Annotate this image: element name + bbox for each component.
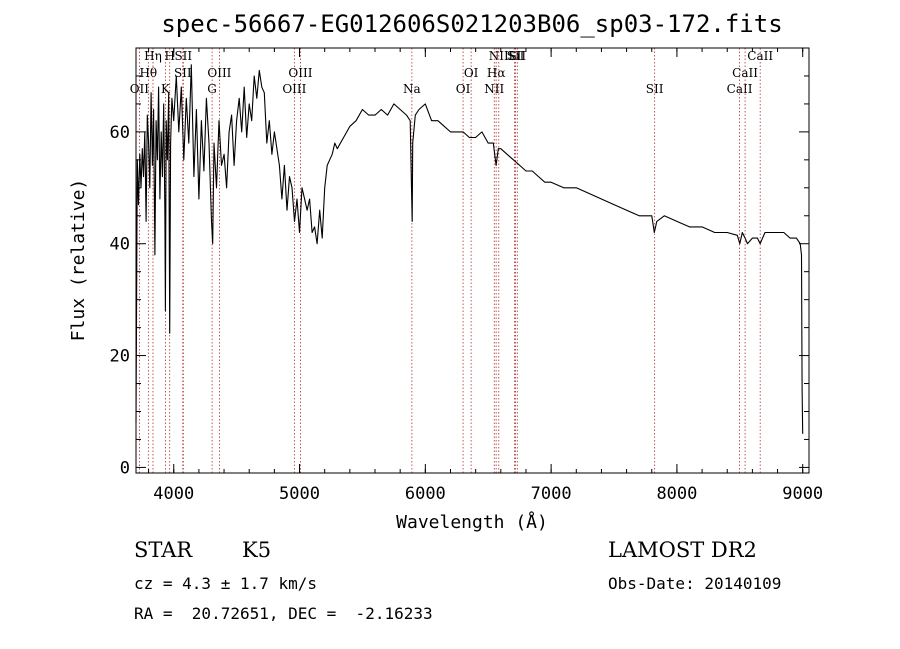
y-tick-label: 0 [120, 458, 130, 478]
spectral-line-label-1: Hθ [139, 66, 157, 80]
spectral-line-label-0: OII [130, 82, 150, 96]
x-axis-label: Wavelength (Å) [396, 511, 548, 533]
spectral-line-label-7: G [207, 82, 217, 96]
spectral-line-label-4: H [164, 49, 174, 63]
x-tick-label: 5000 [279, 484, 320, 504]
spectral-line-label-17: Li [508, 49, 520, 63]
redshift-readout: cz = 4.3 ± 1.7 km/s [134, 574, 318, 593]
y-tick-label: 60 [110, 123, 130, 143]
object-class: STAR [134, 538, 193, 562]
x-tick-label: 9000 [782, 484, 823, 504]
spectral-line-label-9: OIII [282, 82, 306, 96]
spectral-line-label-2: Hη [144, 49, 162, 63]
spectral-line-label-23: CaII [747, 49, 773, 63]
y-tick-label: 20 [110, 347, 130, 367]
spectral-line-label-6: SII [174, 49, 192, 63]
coordinates: RA = 20.72651, DEC = -2.16233 [134, 604, 433, 623]
spectral-line-label-13: OI [464, 66, 479, 80]
spectral-line-label-10: OIII [288, 66, 312, 80]
y-axis-label: Flux (relative) [68, 179, 89, 342]
object-subclass: K5 [242, 538, 272, 562]
x-tick-label: 6000 [405, 484, 446, 504]
x-tick-label: 7000 [531, 484, 572, 504]
axis-ticks: 4000 5000 6000 7000 8000 9000 0 20 40 60 [110, 48, 823, 504]
spectral-line-label-16: NII [489, 49, 509, 63]
spectral-line-label-18: SII [507, 49, 525, 63]
spectrum-series [135, 64, 804, 434]
spectral-line-label-21: CaII [727, 82, 753, 96]
x-tick-label: 8000 [656, 484, 697, 504]
spectral-line-label-19: SII [508, 49, 526, 63]
x-tick-label: 4000 [153, 484, 194, 504]
spectral-line-label-8: OIII [207, 66, 231, 80]
y-tick-label: 40 [110, 235, 130, 255]
spectral-line-label-11: Na [403, 82, 421, 96]
spectral-line-label-20: SII [646, 82, 664, 96]
spectral-line-label-3: K [161, 82, 171, 96]
spectral-line-label-12: OI [456, 82, 471, 96]
obs-date: Obs-Date: 20140109 [608, 574, 782, 593]
plot-frame [135, 47, 810, 474]
spectral-line-label-22: CaII [732, 66, 758, 80]
spectrum-line [135, 64, 804, 434]
chart-title: spec-56667-EG012606S021203B06_sp03-172.f… [161, 10, 782, 38]
survey-label: LAMOST DR2 [608, 538, 757, 562]
spectral-line-label-14: NII [484, 82, 504, 96]
spectral-line-label-15: Hα [487, 66, 506, 80]
